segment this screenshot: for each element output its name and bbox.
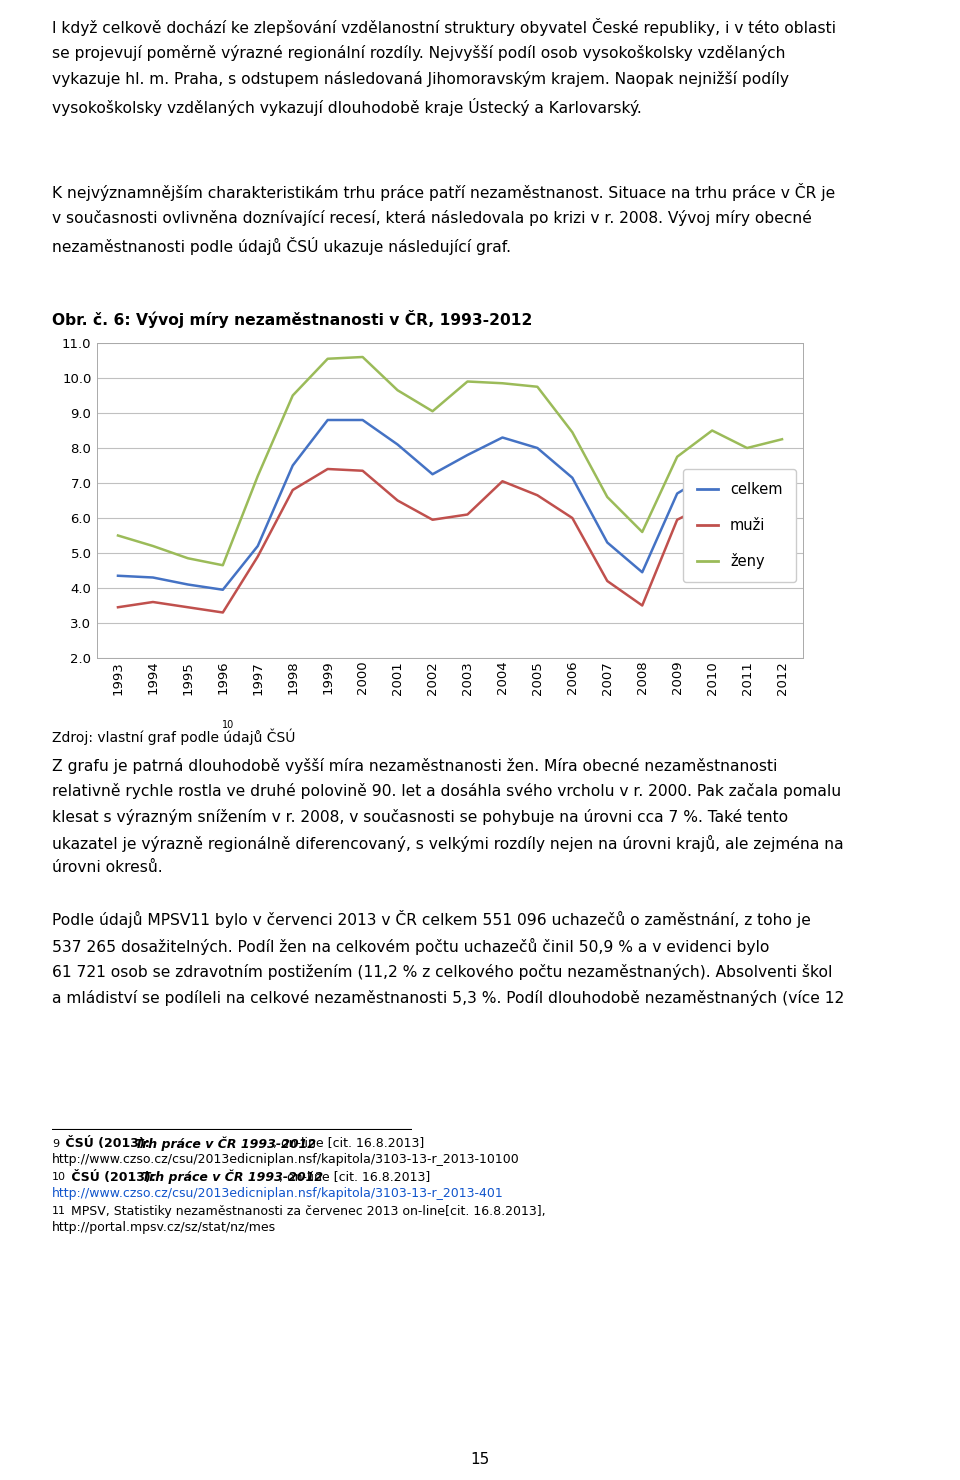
Text: 9: 9 [52,1140,60,1148]
Text: I když celkově dochází ke zlepšování vzdělanostní struktury obyvatel České repub: I když celkově dochází ke zlepšování vzd… [52,18,836,115]
Text: Podle údajů MPSV11 bylo v červenci 2013 v ČR celkem 551 096 uchazečů o zaměstnán: Podle údajů MPSV11 bylo v červenci 2013 … [52,910,844,1006]
Text: http://www.czso.cz/csu/2013edicniplan.nsf/kapitola/3103-13-r_2013-401: http://www.czso.cz/csu/2013edicniplan.ns… [52,1187,504,1200]
Text: K nejvýznamnějším charakteristikám trhu práce patří nezaměstnanost. Situace na t: K nejvýznamnějším charakteristikám trhu … [52,184,835,255]
Text: Trh práce v ČR 1993-2012: Trh práce v ČR 1993-2012 [142,1169,323,1184]
Text: ČSÚ (2013):: ČSÚ (2013): [60,1138,154,1150]
Text: Z grafu je patrná dlouhodobě vyšší míra nezaměstnanosti žen. Míra obecné nezaměs: Z grafu je patrná dlouhodobě vyšší míra … [52,758,844,876]
Text: , on-line [cit. 16.8.2013]: , on-line [cit. 16.8.2013] [278,1171,430,1184]
Text: Zdroj: vlastní graf podle údajů ČSÚ: Zdroj: vlastní graf podle údajů ČSÚ [52,728,296,746]
Text: Obr. č. 6: Vývoj míry nezaměstnanosti v ČR, 1993-2012: Obr. č. 6: Vývoj míry nezaměstnanosti v … [52,309,533,329]
Text: http://portal.mpsv.cz/sz/stat/nz/mes: http://portal.mpsv.cz/sz/stat/nz/mes [52,1221,276,1234]
Text: ČSÚ (2013):: ČSÚ (2013): [67,1171,160,1184]
Legend: celkem, muži, ženy: celkem, muži, ženy [684,469,796,582]
Text: 15: 15 [470,1452,490,1468]
Text: Trh práce v ČR 1993-2012: Trh práce v ČR 1993-2012 [135,1137,316,1151]
Text: MPSV, Statistiky nezaměstnanosti za červenec 2013 on-line[cit. 16.8.2013],: MPSV, Statistiky nezaměstnanosti za červ… [67,1205,546,1218]
Text: 10: 10 [222,719,233,730]
Text: 10: 10 [52,1172,66,1183]
Text: , on-line [cit. 16.8.2013]: , on-line [cit. 16.8.2013] [273,1138,424,1150]
Text: 11: 11 [52,1206,66,1217]
Text: http://www.czso.cz/csu/2013edicniplan.nsf/kapitola/3103-13-r_2013-10100: http://www.czso.cz/csu/2013edicniplan.ns… [52,1153,519,1166]
